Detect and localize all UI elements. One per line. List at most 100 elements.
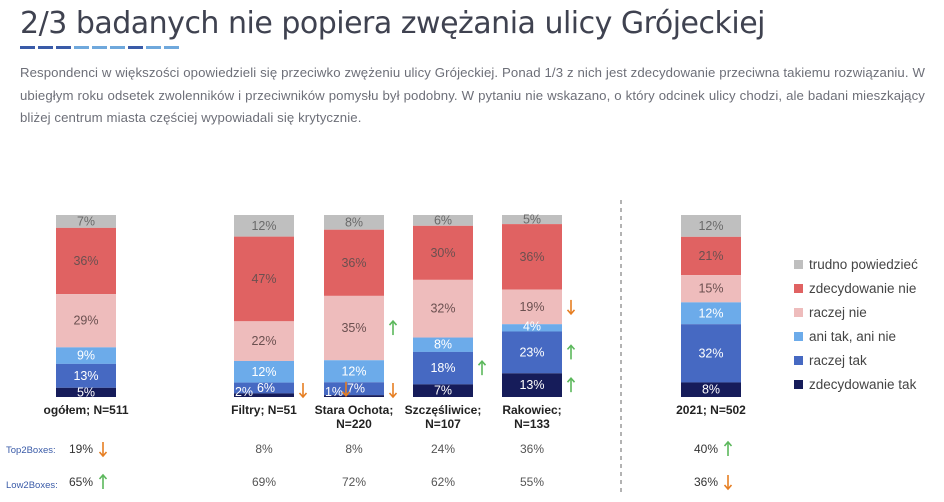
bar-segment — [324, 229, 384, 296]
top2-value: 36% — [520, 442, 544, 456]
bar-value-label: 5% — [77, 385, 95, 399]
bar-value-label: 1% — [325, 385, 343, 399]
underline-dash — [38, 46, 53, 49]
top2-row-label: Top2Boxes: — [6, 445, 56, 456]
bar-value-label: 47% — [251, 272, 276, 286]
bar-value-label: 6% — [434, 213, 452, 227]
bar-segment — [413, 225, 473, 280]
legend-item: raczej tak — [794, 348, 918, 372]
trend-arrow — [477, 359, 487, 376]
bar-segment — [502, 224, 562, 290]
bar-segment — [502, 215, 562, 225]
bar-segment — [502, 331, 562, 374]
bar-segment — [413, 279, 473, 338]
bar-segment — [56, 363, 116, 388]
bar-value-label: 6% — [257, 381, 275, 395]
trend-arrow — [298, 383, 308, 399]
legend-item: raczej nie — [794, 300, 918, 324]
underline-dash — [92, 46, 107, 49]
bar-value-label: 15% — [698, 282, 723, 296]
category-label: Filtry; N=51 — [231, 403, 297, 417]
low2-row-label: Low2Boxes: — [6, 480, 58, 491]
bar-segment — [234, 393, 294, 397]
title-underline — [20, 46, 179, 49]
legend-label: zdecydowanie nie — [809, 280, 917, 296]
bar-value-label: 12% — [698, 306, 723, 320]
low2-value: 62% — [431, 475, 455, 489]
chart-description: Respondenci w większości opowiedzieli si… — [20, 65, 925, 125]
low2-arrow — [98, 473, 108, 489]
bar-value-label: 12% — [251, 219, 276, 233]
bar-value-label: 8% — [345, 215, 363, 229]
bar-value-label: 7% — [434, 384, 452, 398]
category-label: Stara Ochota; — [315, 403, 394, 417]
legend-swatch — [794, 283, 803, 293]
bar-segment — [681, 215, 741, 237]
top2-arrow — [98, 442, 108, 458]
top2-value: 19% — [69, 442, 93, 456]
bar-segment — [502, 324, 562, 332]
bar-segment — [502, 373, 562, 397]
bar-segment — [681, 275, 741, 303]
bar-segment — [324, 360, 384, 383]
category-label: N=107 — [425, 417, 461, 431]
underline-dash — [128, 46, 143, 49]
bar-segment — [681, 324, 741, 383]
bar-value-label: 30% — [430, 246, 455, 260]
bar-value-label: 4% — [523, 319, 541, 333]
bar-segment — [324, 215, 384, 230]
underline-dash — [146, 46, 161, 49]
bar-segment — [56, 387, 116, 397]
bar-value-label: 19% — [519, 300, 544, 314]
category-label: ogółem; N=511 — [43, 403, 128, 417]
bar-value-label: 9% — [77, 349, 95, 363]
bar-value-label: 21% — [698, 249, 723, 263]
bar-value-label: 5% — [523, 213, 541, 227]
legend-label: trudno powiedzieć — [809, 256, 918, 272]
bar-segment — [56, 215, 116, 228]
trend-arrow — [388, 319, 398, 336]
bar-segment — [413, 215, 473, 226]
bar-segment — [56, 347, 116, 364]
legend-swatch — [794, 355, 803, 365]
legend-swatch — [794, 379, 803, 389]
bar-value-label: 7% — [347, 382, 365, 396]
bar-segment — [56, 294, 116, 348]
bar-segment — [413, 384, 473, 397]
legend-item: zdecydowanie tak — [794, 372, 918, 396]
legend-label: ani tak, ani nie — [809, 328, 897, 344]
bar-value-label: 7% — [77, 214, 95, 228]
bar-value-label: 22% — [251, 334, 276, 348]
trend-arrow — [566, 299, 576, 316]
category-label: Szczęśliwice; — [405, 403, 482, 417]
top2-arrow — [723, 440, 733, 456]
bar-segment — [234, 215, 294, 237]
top2-value: 8% — [345, 442, 363, 456]
bar-value-label: 36% — [341, 256, 366, 270]
category-label: N=220 — [336, 417, 372, 431]
bar-segment — [413, 351, 473, 385]
top2-value: 8% — [255, 442, 273, 456]
bar-value-label: 12% — [341, 364, 366, 378]
underline-dash — [74, 46, 89, 49]
bar-segment — [56, 227, 116, 295]
bar-value-label: 8% — [434, 338, 452, 352]
bar-segment — [681, 236, 741, 276]
legend-swatch — [794, 307, 803, 317]
bar-segment — [234, 382, 294, 394]
low2-arrow — [723, 475, 733, 491]
bar-value-label: 29% — [73, 314, 98, 328]
category-label: Rakowiec; — [502, 403, 561, 417]
bar-value-label: 35% — [341, 321, 366, 335]
low2-value: 55% — [520, 475, 544, 489]
chart-legend: trudno powiedzieć zdecydowanie nie raczej … — [794, 252, 918, 396]
bar-value-label: 18% — [430, 361, 455, 375]
legend-item: trudno powiedzieć — [794, 252, 918, 276]
legend-swatch — [794, 331, 803, 341]
trend-arrow — [388, 383, 398, 399]
low2-value: 69% — [252, 475, 276, 489]
top2-value: 40% — [694, 442, 718, 456]
legend-item: zdecydowanie nie — [794, 276, 918, 300]
bar-segment — [681, 382, 741, 397]
top2-value: 24% — [431, 442, 455, 456]
